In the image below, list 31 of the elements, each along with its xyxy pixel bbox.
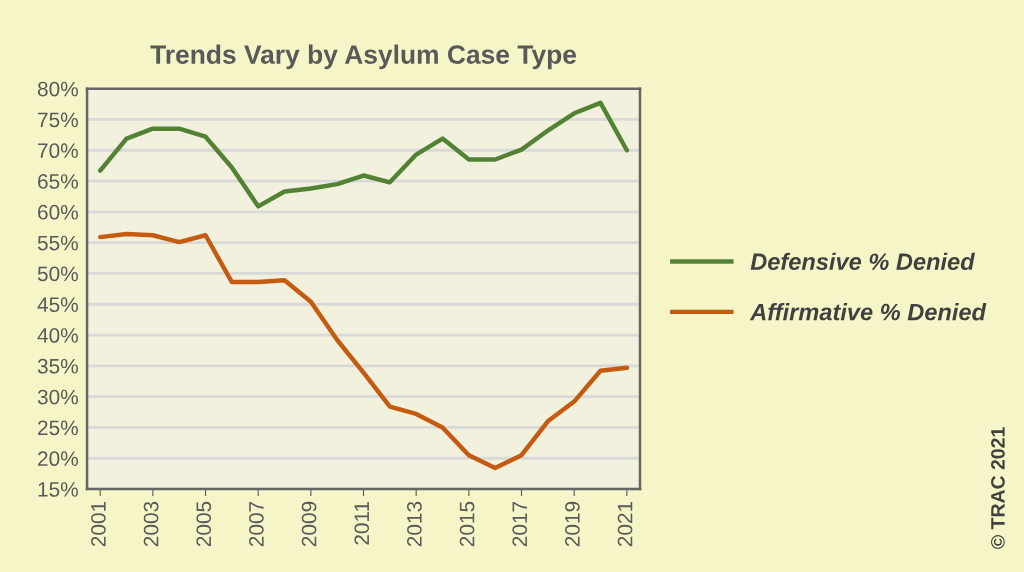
x-tick-label: 2005 bbox=[196, 501, 212, 547]
text: © TRAC 2021 bbox=[991, 427, 1005, 549]
y-tick-label: 50% bbox=[37, 266, 78, 282]
y-tick-label: 20% bbox=[38, 451, 78, 467]
x-tick-label: 2019 bbox=[565, 501, 580, 547]
x-tick-label: 2015 bbox=[459, 501, 475, 547]
y-tick-label: 60% bbox=[38, 204, 78, 220]
y-tick-label: 80% bbox=[37, 81, 78, 97]
x-tick-label: 2007 bbox=[249, 501, 264, 547]
y-tick-label: 55% bbox=[37, 235, 78, 251]
y-tick-label: 70% bbox=[38, 143, 78, 159]
x-tick-label: 2001 bbox=[91, 501, 106, 547]
y-tick-label: 45% bbox=[37, 297, 78, 313]
x-tick-label: 2013 bbox=[407, 501, 422, 547]
y-tick-label: 65% bbox=[38, 174, 78, 189]
legend-label: Defensive % Denied bbox=[750, 252, 976, 271]
line-series bbox=[97, 100, 630, 209]
x-tick-label: 2017 bbox=[512, 501, 528, 547]
legend-label: Affirmative % Denied bbox=[749, 303, 987, 321]
chart-title: Trends Vary by Asylum Case Type bbox=[150, 44, 577, 70]
y-tick-label: 40% bbox=[37, 328, 78, 343]
x-tick-label: 2003 bbox=[143, 501, 159, 547]
y-tick-label: 35% bbox=[37, 358, 78, 374]
y-tick-label: 75% bbox=[38, 112, 78, 128]
x-tick-label: 2009 bbox=[301, 501, 317, 547]
y-tick-label: 25% bbox=[38, 420, 78, 436]
line-series bbox=[97, 231, 630, 471]
y-tick-label: 15% bbox=[38, 482, 78, 497]
x-tick-label: 2021 bbox=[617, 501, 633, 547]
x-tick-label: 2011 bbox=[354, 501, 370, 545]
y-tick-label: 30% bbox=[37, 389, 78, 405]
